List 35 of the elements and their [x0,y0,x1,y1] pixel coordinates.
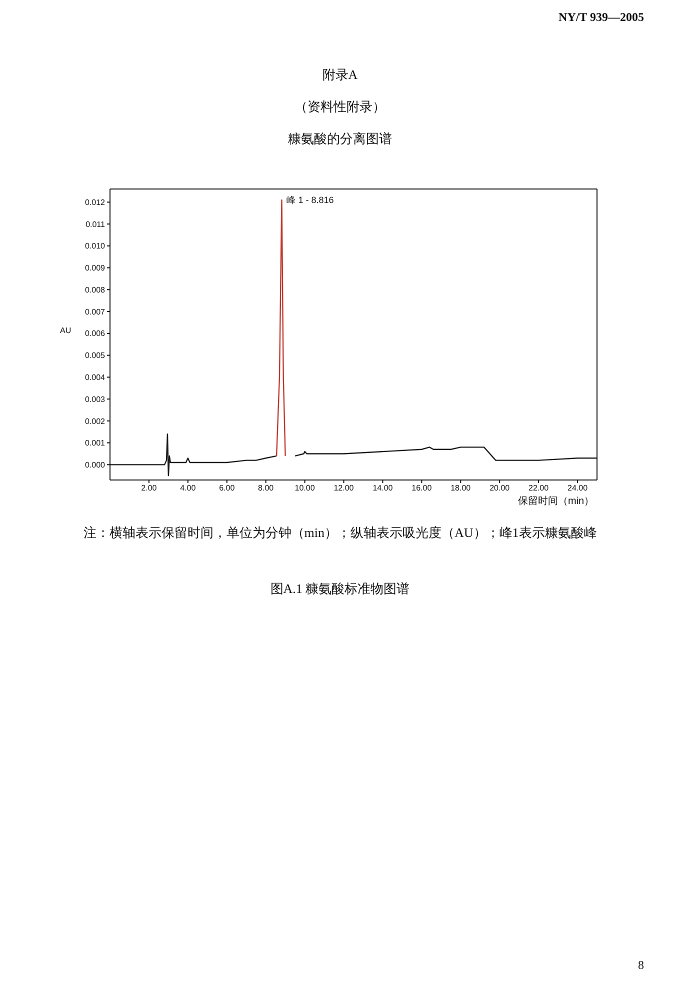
y-tick-label: 0.006 [84,329,106,338]
y-tick-label: 0.008 [84,285,106,294]
y-tick-label: 0.007 [84,307,106,316]
x-axis-title: 保留时间（min） [518,494,594,508]
y-tick-label: 0.002 [84,416,106,426]
text: 糠氨酸的分离图谱 [287,130,393,148]
y-tick-label: 0.004 [84,373,106,382]
y-tick-label: 0.005 [84,351,106,360]
y-axis-title: AU [60,326,72,335]
annotation: 峰 1 - 8.816 [286,195,334,206]
text: 8 [638,958,644,973]
y-tick-label: 0.001 [84,438,106,448]
text: 注：横轴表示保留时间，单位为分钟（min）；纵轴表示吸光度（AU）；峰1表示糠氨酸峰 [82,524,598,542]
x-tick-label: 10.00 [294,484,316,493]
x-tick-label: 16.00 [412,484,432,493]
x-tick-label: 12.00 [334,484,354,493]
y-tick-label: 0.003 [84,394,106,404]
x-tick-label: 4.00 [180,484,196,493]
x-tick-label: 2.00 [141,484,158,493]
y-tick-label: 0.000 [84,460,106,470]
x-tick-label: 14.00 [372,484,394,493]
y-tick-label: 0.011 [86,220,106,229]
x-tick-label: 18.00 [450,484,472,493]
text: NY/T 939—2005 [558,10,644,25]
x-tick-label: 8.00 [258,484,274,493]
chart-title: 附录A [321,66,359,84]
y-tick-label: 0.010 [84,242,106,251]
chart-subtitle: （资料性附录） [294,98,386,116]
y-tick-label: 0.012 [84,198,106,207]
x-tick-label: 20.00 [490,484,510,493]
x-tick-label: 24.00 [568,484,588,493]
y-tick-label: 0.009 [84,264,106,273]
x-tick-label: 6.00 [219,484,236,493]
text: 图A.1 糠氨酸标准物图谱 [269,580,411,598]
x-tick-label: 22.00 [528,484,550,493]
